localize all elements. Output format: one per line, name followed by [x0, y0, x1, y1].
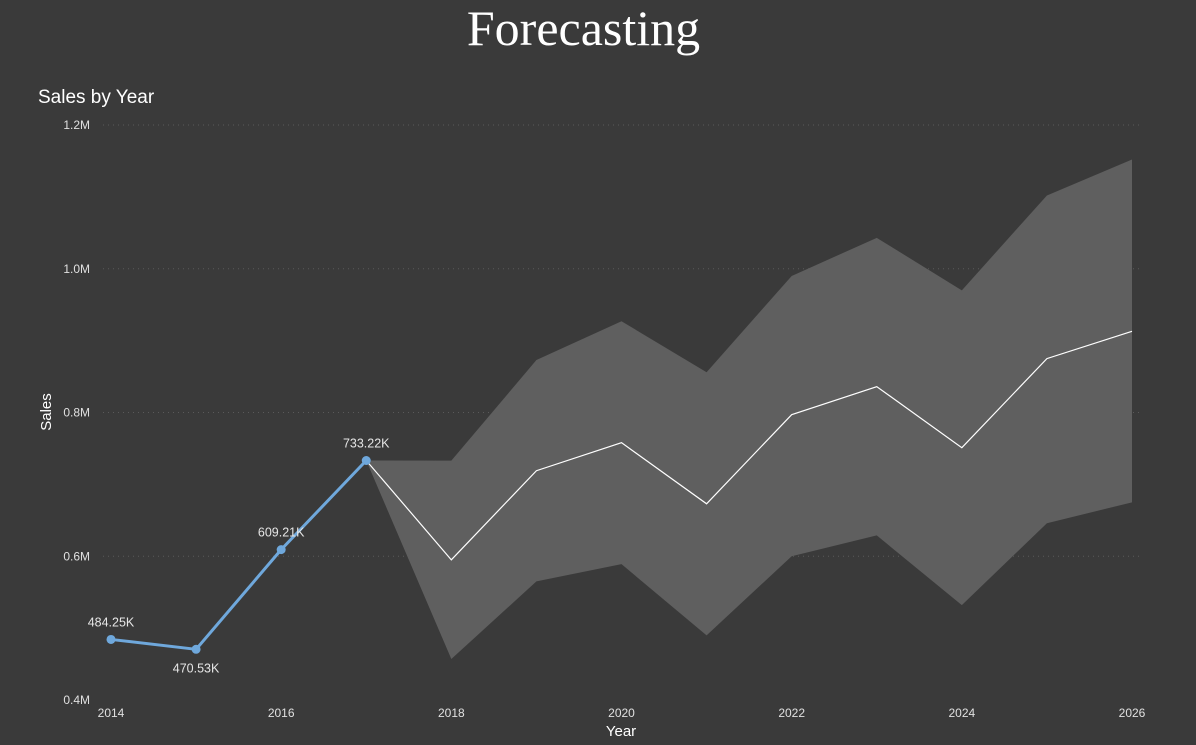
y-tick-label: 1.2M: [63, 118, 90, 132]
forecast-series: [365, 330, 1133, 561]
data-label: 484.25K: [88, 615, 135, 629]
actual-line: [110, 459, 368, 651]
x-tick-label: 2022: [778, 706, 805, 720]
actual-series: [106, 455, 371, 654]
confidence-band-area: [366, 159, 1132, 660]
x-axis-title: Year: [606, 723, 636, 740]
forecast-line: [365, 330, 1133, 561]
y-tick-label: 1.0M: [63, 262, 90, 276]
y-axis-title: Sales: [38, 393, 55, 431]
data-label: 609.21K: [258, 526, 305, 540]
y-tick-label: 0.8M: [63, 406, 90, 420]
x-tick-label: 2016: [268, 706, 295, 720]
y-tick-label: 0.4M: [63, 693, 90, 707]
data-label: 733.22K: [343, 436, 390, 450]
x-tick-label: 2018: [438, 706, 465, 720]
data-labels: 484.25K 470.53K 609.21K 733.22K: [88, 436, 390, 675]
page-title: Forecasting: [466, 0, 701, 56]
actual-point: [191, 644, 201, 654]
actual-point: [361, 455, 371, 465]
actual-point: [106, 634, 116, 644]
x-tick-label: 2026: [1119, 706, 1146, 720]
x-tick-label: 2020: [608, 706, 635, 720]
chart-title: Sales by Year: [38, 87, 155, 108]
axis-ticks: 0.4M 0.6M 0.8M 1.0M 1.2M 2014 2016 2018 2020 2022…: [63, 118, 1145, 720]
confidence-band: [366, 159, 1132, 660]
x-tick-label: 2024: [948, 706, 975, 720]
x-tick-label: 2014: [98, 706, 125, 720]
actual-point: [276, 545, 286, 555]
y-tick-label: 0.6M: [63, 549, 90, 563]
data-label: 470.53K: [173, 661, 220, 675]
